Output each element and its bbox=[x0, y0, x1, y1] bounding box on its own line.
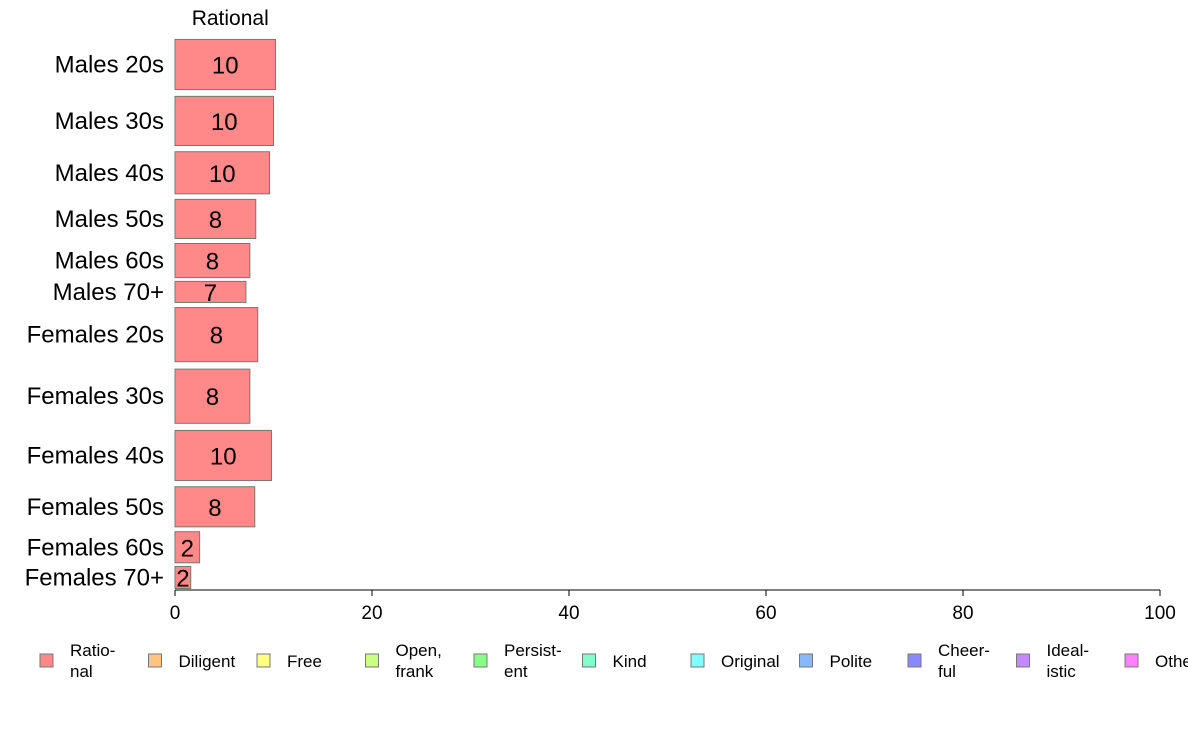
x-axis: 0 20 40 60 80 100 bbox=[170, 589, 1176, 624]
bar-value-label: 8 bbox=[208, 495, 221, 522]
legend-swatch bbox=[148, 653, 162, 668]
legend-label: Original bbox=[721, 652, 780, 671]
legend-label: Diligent bbox=[179, 652, 236, 671]
category-label: Females 40s bbox=[27, 442, 164, 469]
bar-segment bbox=[174, 95, 274, 147]
legend-swatch bbox=[582, 653, 596, 668]
bar-value-label: 10 bbox=[210, 443, 237, 470]
legend-swatch bbox=[39, 653, 54, 668]
category-label: Males 60s bbox=[55, 248, 164, 275]
bar-segment bbox=[174, 280, 247, 303]
category-label: Males 20s bbox=[55, 51, 164, 78]
category-label: Females 20s bbox=[27, 322, 164, 349]
category-label: Females 30s bbox=[27, 383, 164, 410]
bar-value-label: 10 bbox=[211, 109, 238, 136]
legend-label: Kind bbox=[613, 652, 647, 671]
legend-label: Ratio-nal bbox=[70, 641, 115, 681]
legend-label: Polite bbox=[830, 652, 873, 671]
category-label: Males 70+ bbox=[53, 279, 164, 306]
bar-value-label: 8 bbox=[206, 384, 219, 411]
legend-label: Persist-ent bbox=[504, 641, 562, 681]
bar-segment bbox=[174, 486, 256, 528]
bar-value-label: 8 bbox=[210, 323, 223, 350]
bar-value-label: 2 bbox=[176, 565, 189, 592]
legend-swatch bbox=[690, 653, 705, 668]
legend-swatch bbox=[473, 653, 488, 668]
bar-segment bbox=[174, 429, 273, 482]
bar-segment bbox=[174, 151, 271, 195]
legend: Ratio-nal Diligent Free Open, frank Persist-e… bbox=[39, 641, 1188, 681]
bar-segment bbox=[174, 565, 192, 589]
bar-segment bbox=[174, 368, 251, 424]
bar-segment bbox=[174, 38, 276, 91]
x-tick-label: 0 bbox=[170, 603, 181, 624]
legend-swatch bbox=[1124, 653, 1139, 668]
bar-value-label: 8 bbox=[209, 207, 222, 234]
category-label: Females 50s bbox=[27, 494, 164, 521]
bar-value-label: 10 bbox=[212, 52, 239, 79]
x-tick-label: 80 bbox=[952, 603, 973, 624]
bar-value-label: 10 bbox=[209, 161, 236, 188]
bar-segment bbox=[174, 307, 259, 363]
legend-label: Open, frank bbox=[396, 641, 442, 681]
category-label: Males 50s bbox=[55, 206, 164, 233]
x-tick-label: 40 bbox=[558, 603, 579, 624]
bar-segment bbox=[174, 198, 257, 240]
category-label: Males 30s bbox=[55, 108, 164, 135]
legend-swatch bbox=[256, 653, 271, 668]
bar-value-label: 8 bbox=[206, 249, 219, 276]
category-label: Females 60s bbox=[27, 534, 164, 561]
bar-segment bbox=[174, 243, 251, 279]
column-header: Rational bbox=[192, 7, 269, 30]
x-tick-label: 20 bbox=[361, 603, 382, 624]
bar-value-label: 2 bbox=[181, 535, 194, 562]
bar-segment bbox=[174, 531, 201, 564]
category-label: Females 70+ bbox=[25, 564, 164, 591]
category-label: Males 40s bbox=[55, 160, 164, 187]
legend-swatch bbox=[1016, 653, 1030, 668]
legend-label: Others bbox=[1155, 652, 1188, 671]
legend-swatch bbox=[799, 653, 813, 668]
bar-rows: Males 20s 10 Males 30s 10 Males 40s 10 Males 5… bbox=[25, 38, 276, 592]
legend-swatch bbox=[907, 653, 922, 668]
x-tick-label: 60 bbox=[755, 603, 776, 624]
legend-label: Ideal-istic bbox=[1047, 641, 1090, 681]
bar-value-label: 7 bbox=[204, 280, 217, 307]
legend-label: Cheer-ful bbox=[938, 641, 990, 681]
legend-swatch bbox=[365, 653, 379, 668]
legend-label: Free bbox=[287, 652, 322, 671]
x-tick-label: 100 bbox=[1144, 603, 1176, 624]
